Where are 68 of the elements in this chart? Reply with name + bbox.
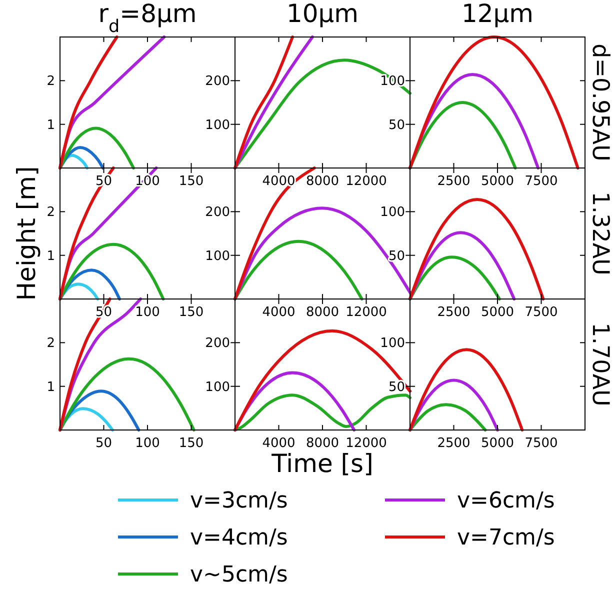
x-tick-label: 8000 <box>306 436 340 451</box>
x-tick-label: 12000 <box>346 436 387 451</box>
line-series <box>58 36 118 170</box>
line-series <box>234 36 294 170</box>
y-tick-label: 200 <box>205 74 230 90</box>
x-tick-label: 4000 <box>262 436 296 451</box>
x-tick-label: 2500 <box>437 174 470 189</box>
x-tick-label: 100 <box>135 436 160 451</box>
y-tick-label: 2 <box>46 74 55 90</box>
x-tick-label: 100 <box>135 305 160 320</box>
y2-axis-title: 1.32AU <box>587 192 613 276</box>
x-tick-label: 8000 <box>306 305 340 320</box>
line-series <box>234 206 412 300</box>
x-tick-label: 4000 <box>262 305 296 320</box>
line-series <box>408 198 545 300</box>
y-tick-label: 50 <box>388 248 405 264</box>
legend-label: v=7cm/s <box>457 526 555 551</box>
line-series <box>58 242 165 300</box>
y-tick-label: 50 <box>388 118 405 133</box>
line-series <box>408 36 580 170</box>
line-series <box>58 166 115 300</box>
x-tick-label: 12000 <box>346 305 387 320</box>
y-tick-label: 200 <box>205 336 230 352</box>
x-tick-label: 12000 <box>346 174 387 189</box>
line-series <box>58 126 135 170</box>
x-tick-label: 7500 <box>524 174 558 189</box>
legend-label: v=4cm/s <box>190 526 288 551</box>
y-tick-label: 100 <box>205 118 230 133</box>
y-tick-label: 100 <box>205 248 230 264</box>
chart-title: 10μm <box>286 0 359 28</box>
chart-title: 12μm <box>461 0 534 28</box>
y-tick-label: 200 <box>205 205 230 220</box>
x-tick-label: 7500 <box>524 305 558 320</box>
x-tick-label: 4000 <box>262 174 296 189</box>
y-tick-label: 1 <box>46 380 55 395</box>
y-tick-label: 100 <box>380 205 405 220</box>
y-tick-label: 50 <box>388 380 405 395</box>
x-tick-label: 5000 <box>480 305 514 320</box>
y2-axis-title: 1.70AU <box>587 322 613 406</box>
x-tick-label: 8000 <box>306 174 340 189</box>
line-series <box>58 357 196 432</box>
x-tick-label: 150 <box>178 174 204 189</box>
y-tick-label: 2 <box>46 205 55 220</box>
y-axis-title: Height [m] <box>12 166 41 301</box>
legend-label: v=6cm/s <box>457 488 555 514</box>
x-tick-label: 150 <box>178 436 204 451</box>
x-tick-label: 5000 <box>480 436 514 451</box>
legend-label: v~5cm/s <box>190 562 288 588</box>
y2-axis-title: d=0.95AU <box>587 44 613 162</box>
y-tick-label: 100 <box>205 380 230 395</box>
x-tick-label: 150 <box>178 305 204 320</box>
x-axis-title: Time [s] <box>270 449 374 478</box>
line-series <box>408 348 524 432</box>
x-tick-label: 2500 <box>437 436 470 451</box>
legend-label: v=3cm/s <box>190 488 288 514</box>
x-tick-label: 5000 <box>480 174 514 189</box>
y-tick-label: 2 <box>46 336 55 352</box>
line-series <box>234 36 314 170</box>
x-tick-label: 7500 <box>524 436 558 451</box>
y-tick-label: 1 <box>46 118 55 133</box>
line-series <box>234 329 412 432</box>
y-tick-label: 1 <box>46 248 55 264</box>
line-series <box>234 394 412 432</box>
chart-title: r$_{d}$=8μm <box>98 0 197 37</box>
y-tick-label: 100 <box>380 336 405 352</box>
x-tick-label: 2500 <box>437 305 470 320</box>
x-tick-label: 50 <box>95 436 112 451</box>
line-series <box>58 298 112 432</box>
